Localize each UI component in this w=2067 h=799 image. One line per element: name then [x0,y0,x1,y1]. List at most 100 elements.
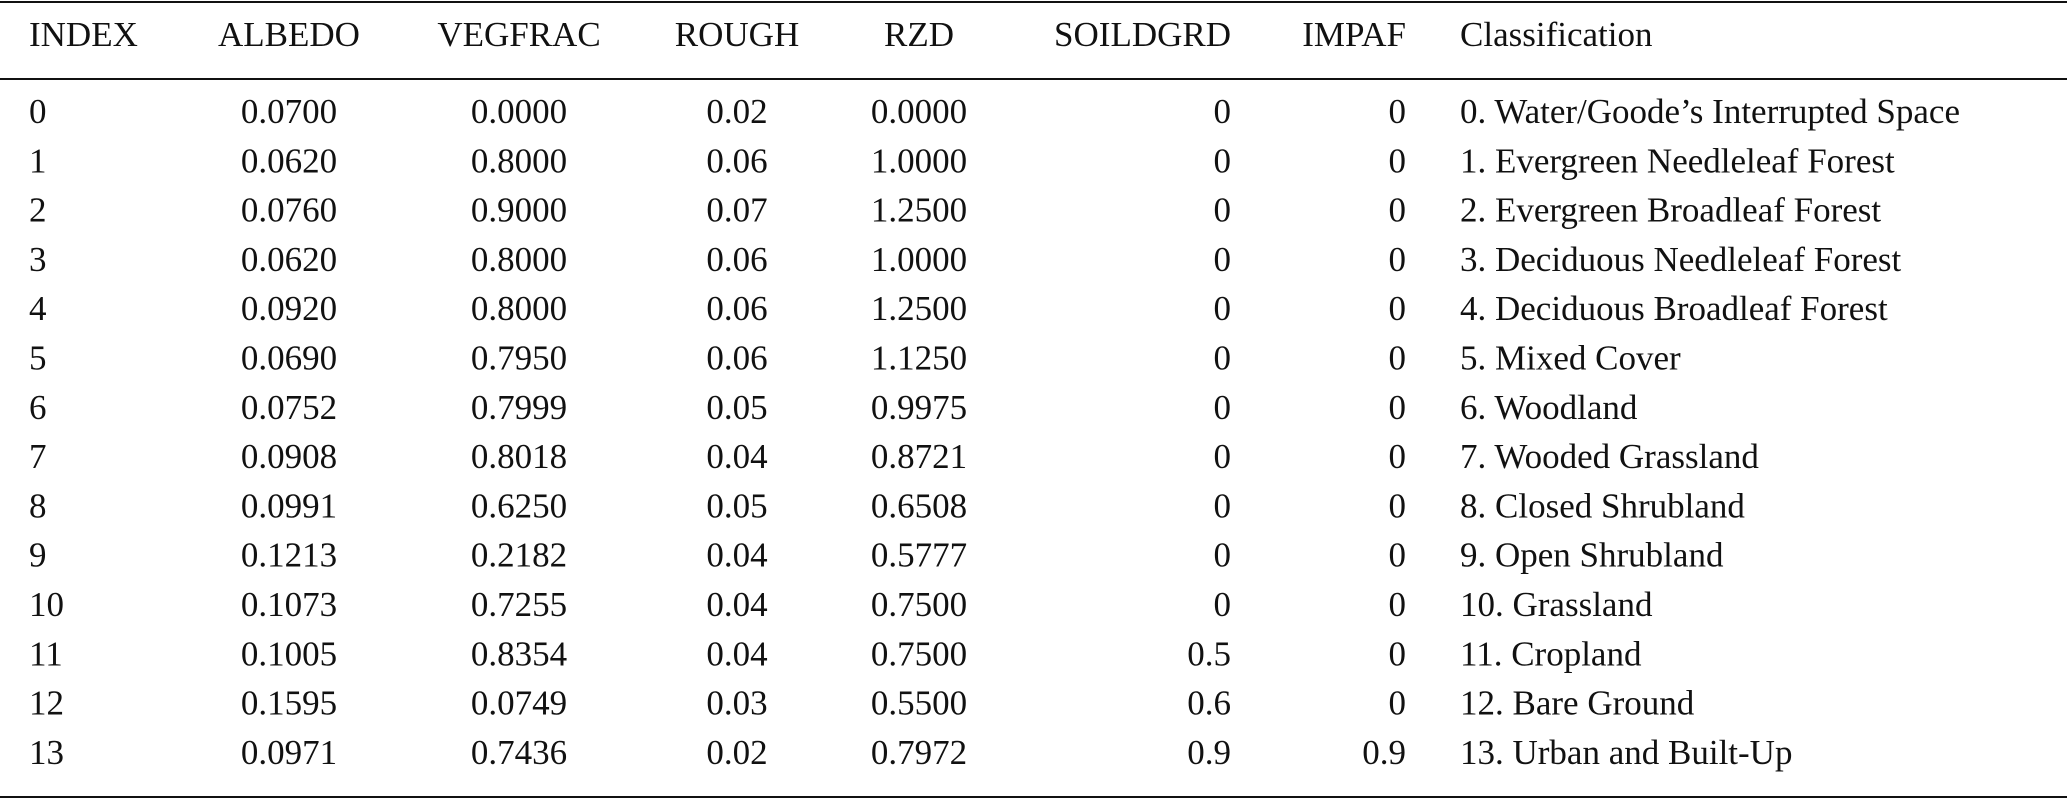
table-cell: 0.7436 [471,733,567,772]
table-cell: 0 [1389,289,1407,328]
column-header: SOILDGRD [1054,15,1231,54]
table-cell: 0 [1214,536,1232,575]
table-cell: 0.05 [706,486,767,525]
table-cell: 13. Urban and Built-Up [1460,733,1792,772]
table-cell: 0 [1389,141,1407,180]
table-cell: 0.5 [1187,634,1231,673]
table-cell: 0 [1214,240,1232,279]
table-cell: 0.1005 [241,634,337,673]
table-cell: 0.07 [706,191,767,230]
table-cell: 6. Woodland [1460,388,1638,427]
column-header: Classification [1460,15,1652,54]
table-cell: 2 [29,191,47,230]
table-cell: 0.9 [1362,733,1406,772]
table-cell: 0.7972 [871,733,967,772]
table-cell: 0.0690 [241,339,337,378]
table-cell: 0.9000 [471,191,567,230]
table-cell: 0.03 [706,684,767,723]
table-cell: 0 [1389,634,1407,673]
table-cell: 0.8018 [471,437,567,476]
table-cell: 0 [1214,388,1232,427]
table-cell: 0 [29,92,47,131]
column-header: IMPAF [1302,15,1406,54]
table-cell: 7. Wooded Grassland [1460,437,1759,476]
table-cell: 5 [29,339,47,378]
table-cell: 0.8000 [471,240,567,279]
table-cell: 0 [1214,486,1232,525]
table-cell: 10 [29,585,64,624]
table-cell: 0.0760 [241,191,337,230]
table-cell: 7 [29,437,47,476]
table-cell: 0 [1389,536,1407,575]
table-cell: 9. Open Shrubland [1460,536,1724,575]
column-header: VEGFRAC [437,15,600,54]
table-cell: 0.1213 [241,536,337,575]
table-cell: 0 [1214,339,1232,378]
table-cell: 1.1250 [871,339,967,378]
table-cell: 6 [29,388,47,427]
table-cell: 0 [1214,437,1232,476]
table-cell: 0.6508 [871,486,967,525]
table-cell: 0.04 [706,437,767,476]
table-cell: 11 [29,634,63,673]
table-cell: 12 [29,684,64,723]
table-cell: 0.8354 [471,634,567,673]
table-cell: 0.04 [706,536,767,575]
table-cell: 0.1595 [241,684,337,723]
table-cell: 0.0908 [241,437,337,476]
table-cell: 0.7999 [471,388,567,427]
table-cell: 1.2500 [871,191,967,230]
table-cell: 0.0700 [241,92,337,131]
table-cell: 0.6250 [471,486,567,525]
table-cell: 0.8721 [871,437,967,476]
table-cell: 0 [1214,585,1232,624]
table-cell: 8. Closed Shrubland [1460,486,1745,525]
table-cell: 2. Evergreen Broadleaf Forest [1460,191,1881,230]
table-cell: 0.0000 [471,92,567,131]
table-cell: 0.5777 [871,536,967,575]
table-cell: 0.7500 [871,585,967,624]
table-cell: 0 [1389,684,1407,723]
table-cell: 1.0000 [871,240,967,279]
table-cell: 0 [1214,289,1232,328]
table-cell: 5. Mixed Cover [1460,339,1681,378]
table-cell: 0 [1214,191,1232,230]
table-cell: 0.02 [706,92,767,131]
table-cell: 0.0971 [241,733,337,772]
table-cell: 3. Deciduous Needleleaf Forest [1460,240,1902,279]
table-cell: 0 [1389,585,1407,624]
table-cell: 9 [29,536,47,575]
table-cell: 4 [29,289,47,328]
table-cell: 3 [29,240,47,279]
table-cell: 0.0991 [241,486,337,525]
table-cell: 0 [1214,141,1232,180]
table-cell: 0.04 [706,585,767,624]
table-cell: 0.0749 [471,684,567,723]
table-cell: 1 [29,141,47,180]
table-cell: 0.8000 [471,289,567,328]
table-cell: 0. Water/Goode’s Interrupted Space [1460,92,1960,131]
table-cell: 11. Cropland [1460,634,1642,673]
table-cell: 0.9 [1187,733,1231,772]
table-cell: 0 [1389,437,1407,476]
table-cell: 0.7950 [471,339,567,378]
table-cell: 0.06 [706,289,767,328]
table-cell: 0 [1389,339,1407,378]
table-cell: 0.06 [706,141,767,180]
table-cell: 0.2182 [471,536,567,575]
table-cell: 0.04 [706,634,767,673]
table-cell: 0.0620 [241,240,337,279]
column-header: ROUGH [675,15,799,54]
table-cell: 8 [29,486,47,525]
column-header: INDEX [29,15,138,54]
table-cell: 0.1073 [241,585,337,624]
table-cell: 1. Evergreen Needleleaf Forest [1460,141,1895,180]
table-cell: 12. Bare Ground [1460,684,1695,723]
table-cell: 0 [1214,92,1232,131]
table-cell: 13 [29,733,64,772]
table-cell: 0.7500 [871,634,967,673]
table-cell: 0.0620 [241,141,337,180]
table-cell: 0 [1389,240,1407,279]
